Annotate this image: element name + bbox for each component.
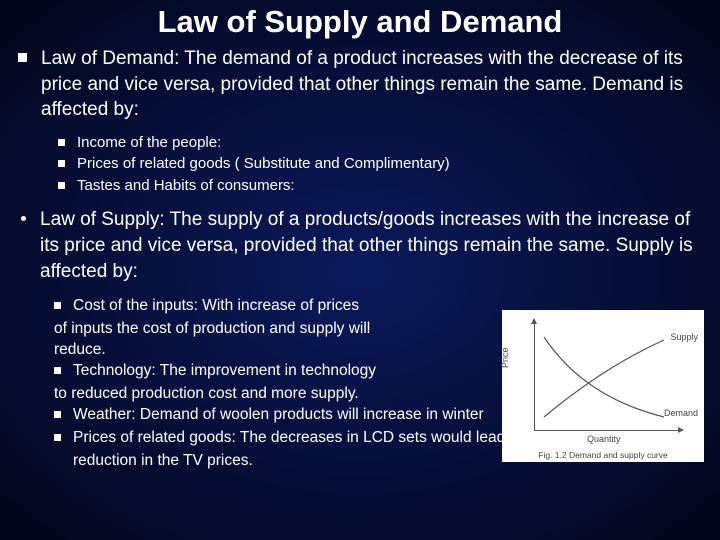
curves-svg	[534, 322, 679, 430]
demand-section: Law of Demand: The demand of a product i…	[0, 46, 720, 131]
x-axis	[534, 430, 679, 431]
factor-text: Cost of the inputs: With increase of pri…	[73, 296, 359, 317]
bullet-square-icon	[58, 160, 65, 167]
chart-caption: Fig. 1.2 Demand and supply curve	[502, 450, 704, 460]
demand-curve-label: Demand	[664, 408, 698, 418]
supply-demand-chart: Price Quantity Supply Demand Fig. 1.2 De…	[502, 310, 704, 462]
bullet-square-icon	[58, 182, 65, 189]
list-item: Tastes and Habits of consumers:	[58, 176, 720, 198]
factor-text: Technology: The improvement in technolog…	[73, 361, 376, 382]
demand-heading: Law of Demand: The demand of a product i…	[41, 46, 702, 123]
bullet-square-icon	[54, 411, 61, 418]
factor-text: Income of the people:	[77, 133, 221, 153]
supply-curve	[544, 340, 664, 417]
factor-text: Weather: Demand of woolen products will …	[73, 405, 484, 426]
factor-text: Prices of related goods: The decreases i…	[73, 428, 522, 449]
supply-heading: Law of Supply: The supply of a products/…	[40, 207, 702, 284]
factor-text: Tastes and Habits of consumers:	[77, 176, 295, 196]
bullet-dot-icon	[21, 216, 26, 221]
bullet-square-icon	[18, 53, 27, 62]
bullet-square-icon	[58, 139, 65, 146]
list-item: Prices of related goods ( Substitute and…	[58, 154, 720, 176]
bullet-square-icon	[54, 434, 61, 441]
list-item: Income of the people:	[58, 133, 720, 155]
x-axis-label: Quantity	[587, 434, 621, 444]
slide-title: Law of Supply and Demand	[0, 0, 720, 46]
bullet-square-icon	[54, 367, 61, 374]
y-axis-label: Price	[500, 347, 510, 368]
demand-factors-list: Income of the people: Prices of related …	[0, 131, 720, 208]
supply-section: Law of Supply: The supply of a products/…	[0, 207, 720, 292]
supply-curve-label: Supply	[670, 332, 698, 342]
factor-text: Prices of related goods ( Substitute and…	[77, 154, 450, 174]
bullet-square-icon	[54, 302, 61, 309]
